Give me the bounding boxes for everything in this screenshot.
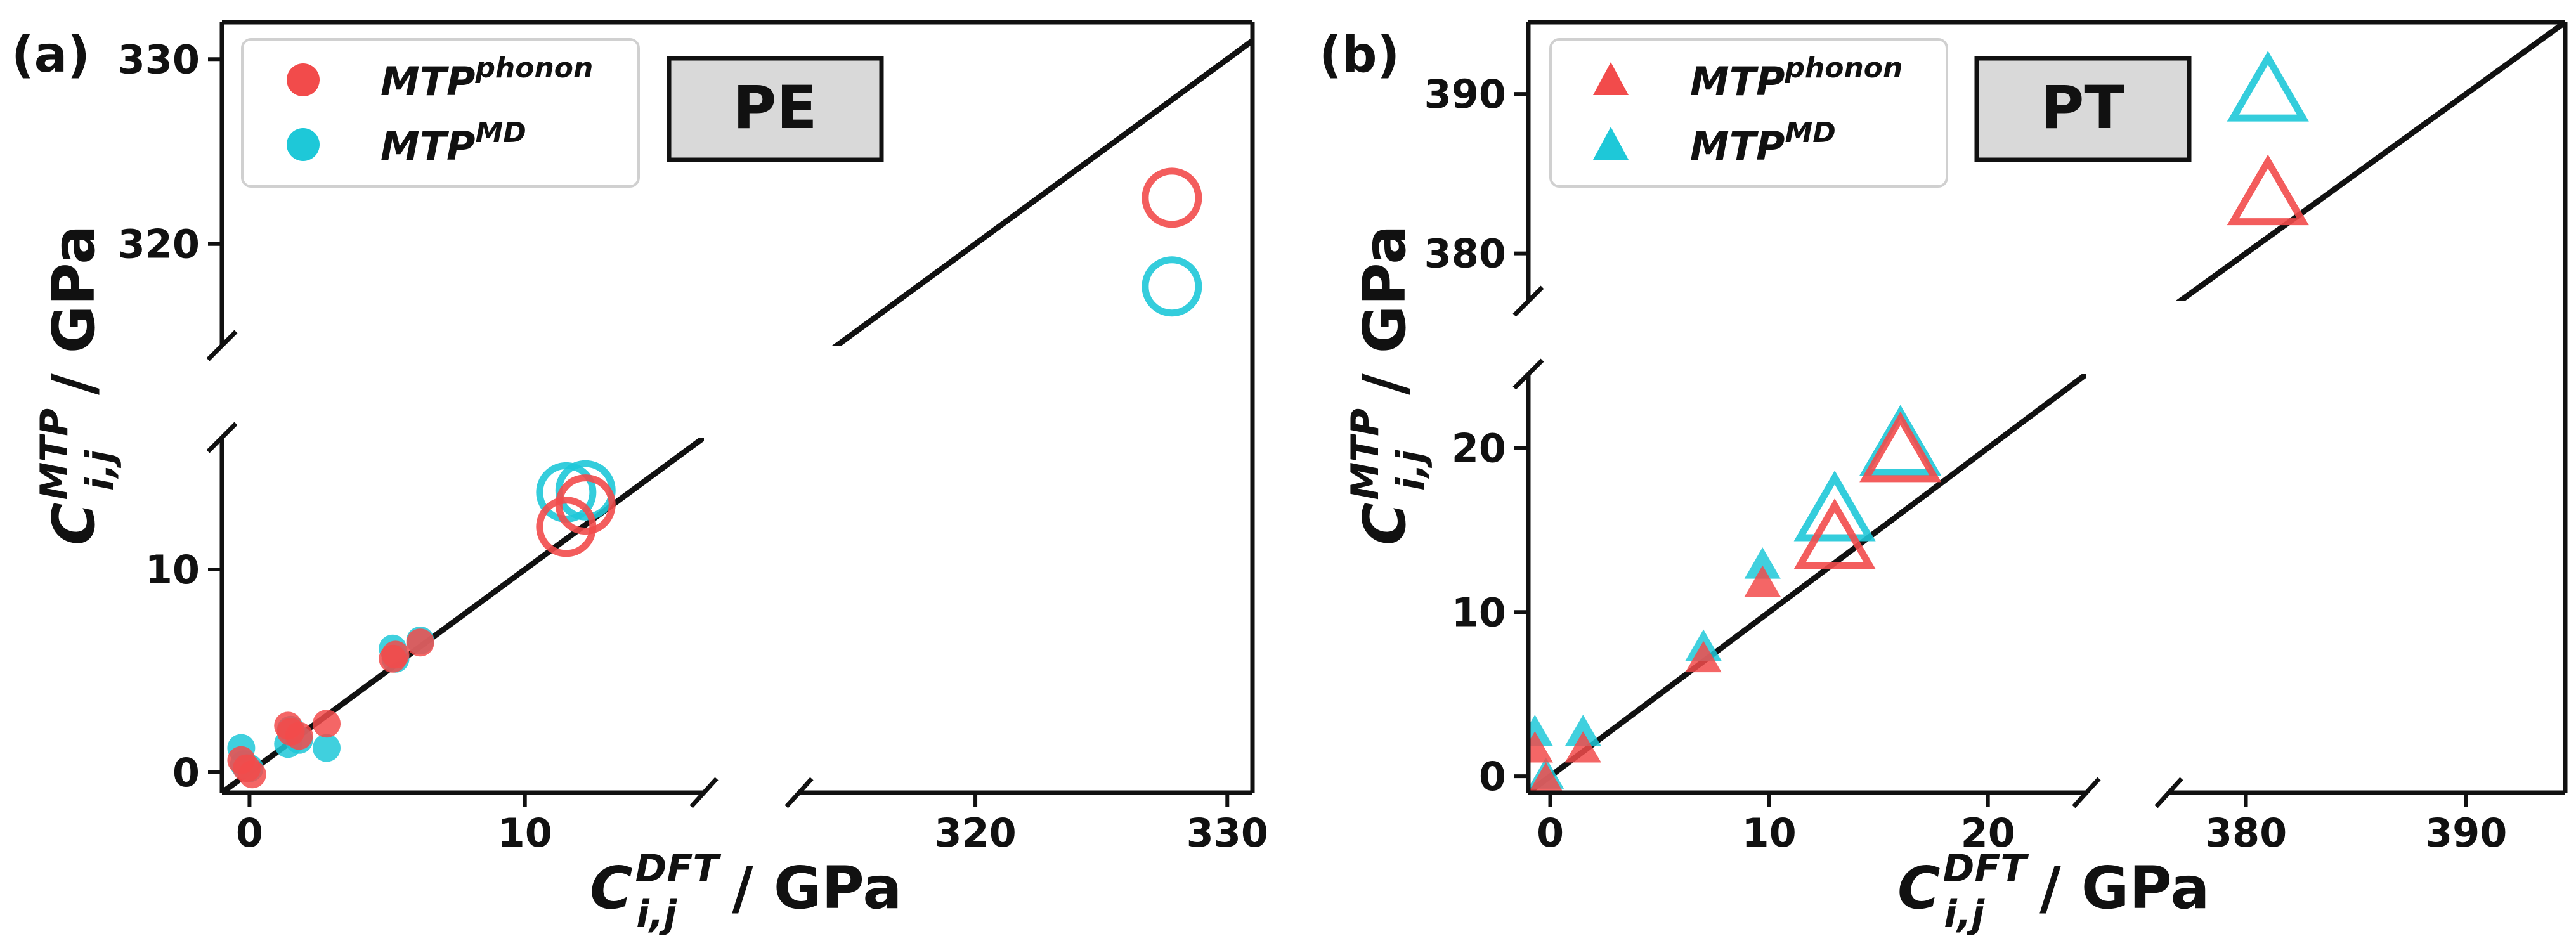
panel-a-ticks: 0 10 320 330 0 10 320 330 xyxy=(118,36,1268,856)
panel-b-marks-lower-left xyxy=(1528,405,1942,793)
panel-a-point-mtp-phonon xyxy=(285,722,313,750)
panel-b-diagonal-group xyxy=(1528,22,2565,793)
panel-a-legend-marker-phonon xyxy=(287,63,320,96)
panel-a-x-tick-label: 320 xyxy=(934,810,1016,856)
panel-a-x-break-mark-2 xyxy=(784,777,814,808)
panel-b-legend: MTPphonon MTPMD xyxy=(1549,38,1948,188)
panel-b-y-axis-label: CMTPi,j / GPa xyxy=(1343,225,1433,545)
panel-a-open-marker-mtp-phonon xyxy=(555,474,616,535)
panel-a-chart: 0 10 320 330 0 10 320 330 MTPphonon MTPMD PE CD… xyxy=(32,20,1268,937)
panel-b-legend-marker-md xyxy=(1593,127,1629,160)
panel-b-x-tick-label: 20 xyxy=(1961,810,2015,856)
panel-a-legend-marker-md xyxy=(287,128,320,161)
panel-b-marks-upper-right xyxy=(2227,51,2309,226)
panel-a-material-box: PE xyxy=(667,56,884,162)
panel-b-x-tick-label: 10 xyxy=(1741,810,1796,856)
panel-b-y-tick-label: 20 xyxy=(1452,425,1506,471)
panel-a-x-tick-label: 330 xyxy=(1187,810,1268,856)
panel-b-label: (b) xyxy=(1319,27,1400,84)
panel-b-legend-label-md: MTPMD xyxy=(1690,117,1836,169)
panel-a-label: (a) xyxy=(11,27,90,84)
panel-b-x-break-mark-1 xyxy=(2072,777,2101,808)
panel-a-x-tick-label: 10 xyxy=(498,810,552,856)
panel-b-legend-marker-phonon xyxy=(1593,62,1629,95)
panel-b-open-marker-mtp-phonon xyxy=(1793,498,1876,569)
panel-b-y-tick-label: 380 xyxy=(1424,231,1506,277)
panel-b-point-mtp-phonon xyxy=(1528,731,1553,763)
panel-b-axes-frame xyxy=(1512,20,2568,808)
panel-b-legend-label-phonon: MTPphonon xyxy=(1690,52,1903,105)
panel-b-x-tick-label: 0 xyxy=(1537,810,1564,856)
panel-a-legend-box xyxy=(241,38,640,188)
panel-a-y-axis-label: CMTPi,j / GPa xyxy=(32,225,122,545)
panel-b-open-marker-mtp-md xyxy=(1793,471,1876,542)
panel-a-point-mtp-md xyxy=(313,734,341,762)
panel-b-point-mtp-phonon xyxy=(1744,565,1781,597)
panel-a-point-mtp-phonon xyxy=(238,760,266,789)
panel-a-x-tick-label: 0 xyxy=(236,810,263,856)
panel-a-x-break-mark-1 xyxy=(689,777,719,808)
panel-a-open-marker-mtp-md xyxy=(555,460,616,521)
panel-b-identity-line-upper xyxy=(2175,22,2565,301)
panel-b-point-mtp-md xyxy=(1744,547,1781,579)
panel-a-material-box-frame xyxy=(667,56,884,162)
panel-b-material-box-frame xyxy=(1974,56,2192,162)
panel-a-material-label: PE xyxy=(732,74,817,143)
panel-a-marks-upper-right xyxy=(1142,167,1202,317)
panel-b-y-tick-label: 10 xyxy=(1452,589,1506,635)
panel-a-point-mtp-phonon xyxy=(381,640,410,669)
panel-b-y-tick-label: 0 xyxy=(1479,753,1506,800)
panel-a-legend-label-md: MTPMD xyxy=(381,117,526,169)
panel-a-open-marker-mtp-phonon xyxy=(1142,167,1202,228)
panel-b-open-marker-mtp-phonon xyxy=(1859,411,1942,483)
panel-b-identity-line-lower xyxy=(1528,374,2086,793)
panel-a-legend-label-phonon: MTPphonon xyxy=(381,52,593,105)
panel-b-y-tick-label: 390 xyxy=(1424,71,1506,117)
panel-b-material-label: PT xyxy=(2040,74,2124,143)
panel-b-chart: 0 10 20 380 390 0 10 20 380 390 MTPphonon MTPMD P… xyxy=(1343,20,2568,937)
panel-b-x-break-mark-2 xyxy=(2154,777,2183,808)
panel-b-x-tick-label: 380 xyxy=(2205,810,2287,856)
panel-b-point-mtp-md xyxy=(1564,715,1601,746)
panel-a-y-break-mark-1 xyxy=(206,330,238,361)
panel-a-marks-lower-left xyxy=(227,460,616,789)
panel-a-y-tick-label: 330 xyxy=(118,36,200,82)
panel-a-y-tick-label: 0 xyxy=(172,750,200,796)
panel-a-point-mtp-phonon xyxy=(406,628,434,657)
panel-a-open-marker-mtp-md xyxy=(1142,256,1202,317)
panel-b-x-tick-label: 390 xyxy=(2425,810,2507,856)
panel-a-axes-frame xyxy=(206,20,1255,808)
panel-b-point-mtp-phonon xyxy=(1685,640,1722,673)
panel-a-legend: MTPphonon MTPMD xyxy=(241,38,640,188)
panel-a-x-axis-label: CDFT i,j / GPa xyxy=(590,847,902,937)
panel-a-y-break-mark-2 xyxy=(206,422,238,453)
panel-b-y-break-mark-1 xyxy=(1512,285,1544,317)
panel-a-point-mtp-phonon xyxy=(313,710,341,738)
panel-a-y-tick-label: 320 xyxy=(118,221,200,268)
panel-b-open-marker-mtp-phonon xyxy=(2227,154,2309,226)
panel-b-point-mtp-phonon xyxy=(1564,731,1601,763)
panel-b-y-break-mark-2 xyxy=(1512,358,1544,390)
panel-b-ticks: 0 10 20 380 390 0 10 20 380 390 xyxy=(1424,71,2508,856)
panel-a-identity-line-upper xyxy=(831,38,1252,346)
panel-b-material-box: PT xyxy=(1974,56,2192,162)
panel-b-legend-box xyxy=(1549,38,1948,188)
panel-b-point-mtp-phonon xyxy=(1528,762,1564,793)
panel-b-open-marker-mtp-md xyxy=(2227,51,2309,122)
panel-b-x-axis-label: CDFT i,j / GPa xyxy=(1897,847,2209,937)
panel-a-y-tick-label: 10 xyxy=(145,547,200,593)
